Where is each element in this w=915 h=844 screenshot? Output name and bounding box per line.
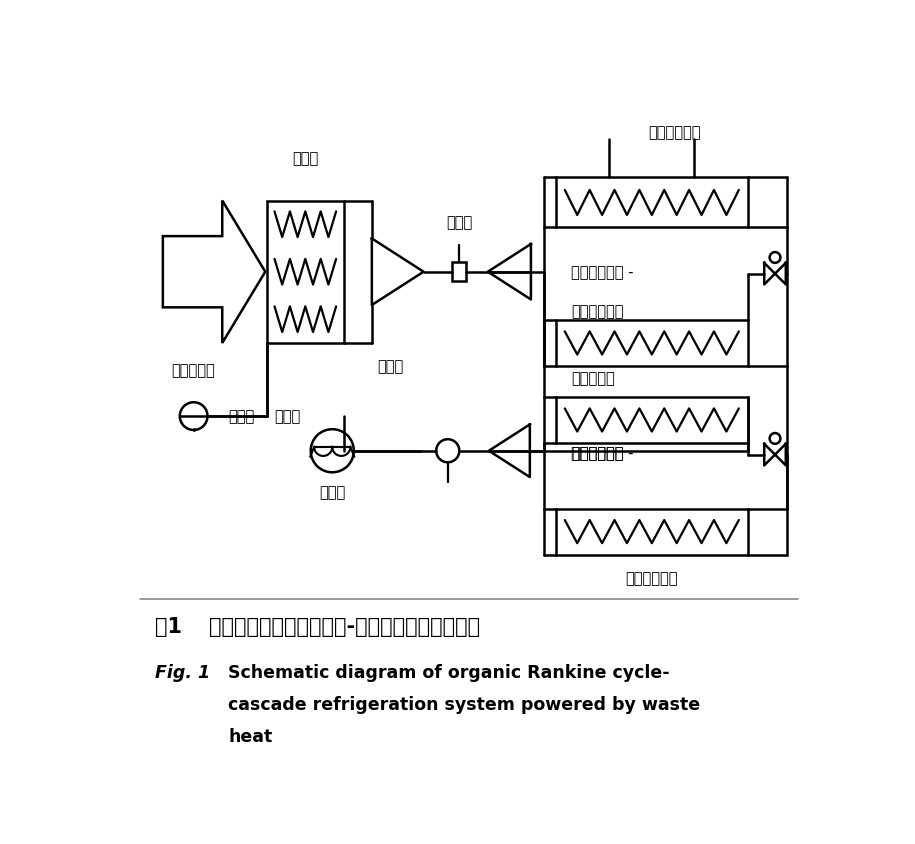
Text: 工业余热源: 工业余热源 [172,363,215,378]
Text: 工质泵: 工质泵 [229,409,254,424]
Text: 低温级蒸发器: 低温级蒸发器 [626,571,678,586]
Text: Schematic diagram of organic Rankine cycle-: Schematic diagram of organic Rankine cyc… [229,663,670,681]
Bar [555,509,748,555]
Text: 电动机: 电动机 [319,484,345,500]
Text: Fig. 1: Fig. 1 [156,663,210,681]
Text: 蒸发冷凝器: 蒸发冷凝器 [571,371,615,386]
Text: 低温级节流阀 -: 低温级节流阀 - [571,446,633,461]
Bar [555,178,748,228]
Bar [452,263,467,282]
Text: 高温级压缩机: 高温级压缩机 [571,304,623,319]
Text: 高温级节流阀 -: 高温级节流阀 - [571,265,633,280]
Text: 图1: 图1 [156,617,182,636]
Bar [555,321,748,366]
Text: 高温级冷凝器: 高温级冷凝器 [649,125,701,139]
Text: 发生器: 发生器 [292,151,318,166]
Text: 余热驱动的有机朗肯循环-复叠式制冷系统原理图: 余热驱动的有机朗肯循环-复叠式制冷系统原理图 [209,617,480,636]
Bar [555,398,748,444]
Text: heat: heat [229,728,273,745]
Bar [267,201,344,344]
Text: 膨胀机: 膨胀机 [377,360,404,374]
Text: cascade refrigeration system powered by waste: cascade refrigeration system powered by … [229,695,701,713]
Text: 凝汽器: 凝汽器 [274,409,301,424]
Text: 低温级压缩机: 低温级压缩机 [571,446,623,460]
Text: 联轴器: 联轴器 [447,215,472,230]
